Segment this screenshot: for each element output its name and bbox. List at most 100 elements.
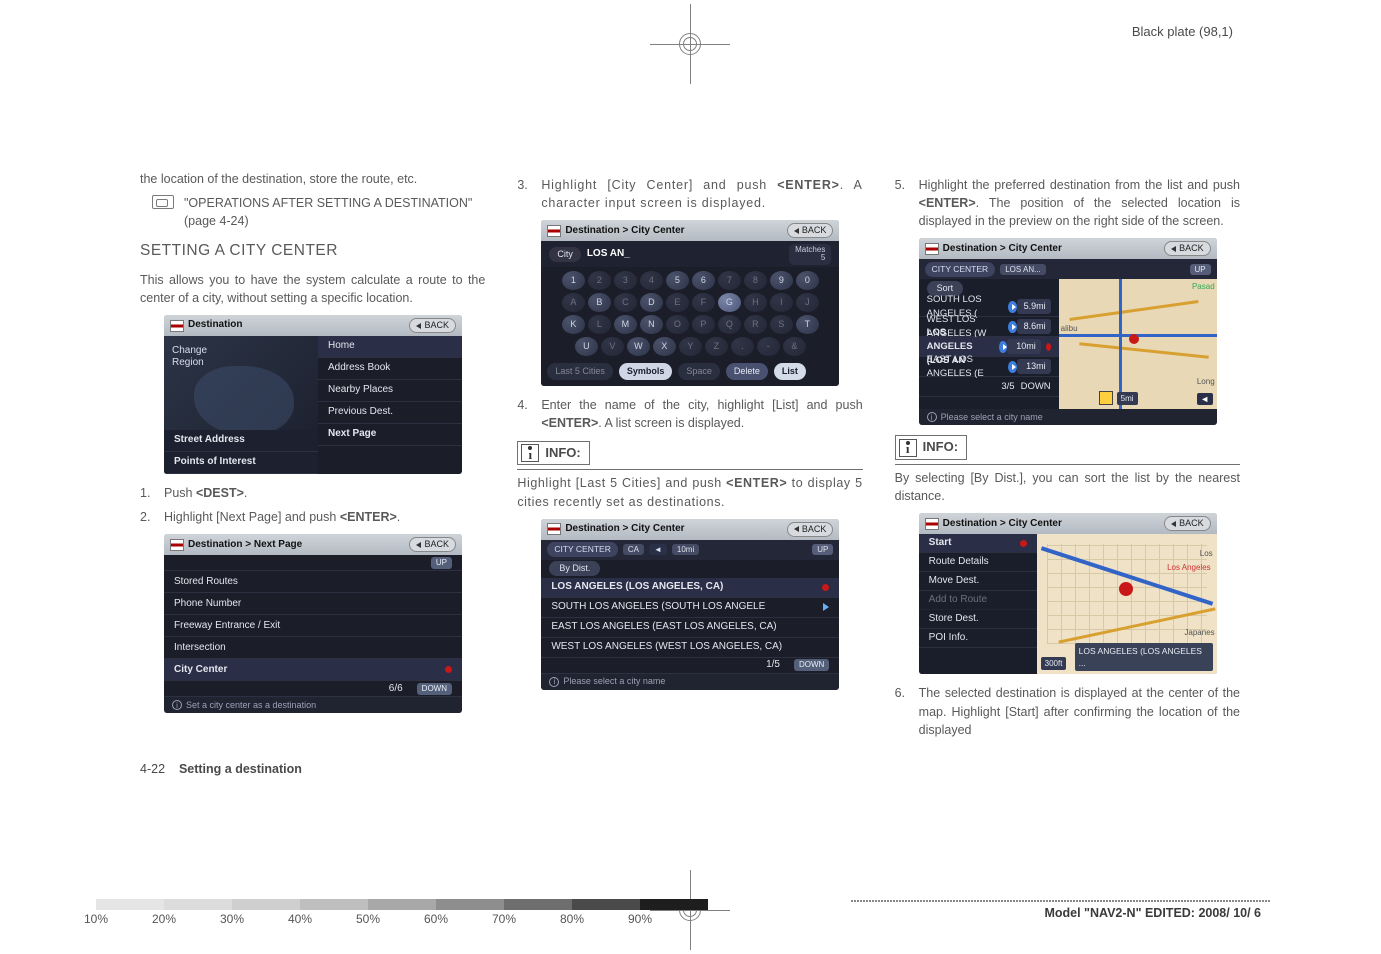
symbols-button[interactable]: Symbols [619,363,673,380]
city-row-2[interactable]: EAST LOS ANGELES (EAST LOS ANGELES, CA) [541,618,839,638]
key-Z[interactable]: Z [705,337,728,356]
back-arrow-icon[interactable]: ◄ [1197,393,1213,405]
dist-row-3[interactable]: EAST LOS ANGELES (E13mi [919,357,1059,377]
back-button[interactable]: BACK [1164,516,1211,531]
ss4-body: CITY CENTER CA ◄ 10mi UP By Dist. LOS AN… [541,540,839,674]
key-M[interactable]: M [614,315,637,334]
key-T[interactable]: T [796,315,819,334]
location-banner: LOS ANGELES (LOS ANGELES ... [1075,643,1213,672]
key-P[interactable]: P [692,315,715,334]
nearby-places-item[interactable]: Nearby Places [318,380,462,402]
key-0[interactable]: 0 [796,271,819,290]
back-button[interactable]: BACK [787,223,834,238]
info-rule-2 [895,464,1240,465]
delete-button[interactable]: Delete [726,363,768,380]
next-page-item[interactable]: Next Page [318,424,462,446]
key-K[interactable]: K [562,315,585,334]
cc-pill: CITY CENTER [925,262,996,276]
intersection-item[interactable]: Intersection [164,637,462,659]
last-5-cities-button[interactable]: Last 5 Cities [547,363,613,380]
key-8[interactable]: 8 [744,271,767,290]
back-button[interactable]: BACK [409,537,456,552]
key-9[interactable]: 9 [770,271,793,290]
previous-dest-item[interactable]: Previous Dest. [318,402,462,424]
home-item[interactable]: Home [318,336,462,358]
key-U[interactable]: U [575,337,598,356]
key-L[interactable]: L [588,315,611,334]
selection-dot-icon [1046,343,1051,351]
city-row-3[interactable]: WEST LOS ANGELES (WEST LOS ANGELES, CA) [541,638,839,658]
key-D[interactable]: D [640,293,663,312]
store-dest-item[interactable]: Store Dest. [919,610,1037,629]
key-C[interactable]: C [614,293,637,312]
key-A[interactable]: A [562,293,585,312]
start-item[interactable]: Start [919,534,1037,553]
cc-pill: CITY CENTER [547,542,618,556]
key-6[interactable]: 6 [692,271,715,290]
down-button[interactable]: DOWN [794,659,829,671]
city-center-item[interactable]: City Center [164,659,462,681]
space-button[interactable]: Space [678,363,720,380]
key-Q[interactable]: Q [718,315,741,334]
poi-item[interactable]: Points of Interest [164,452,318,474]
key-Y[interactable]: Y [679,337,702,356]
list-button[interactable]: List [774,363,806,380]
key-S[interactable]: S [770,315,793,334]
key-R[interactable]: R [744,315,767,334]
key-3[interactable]: 3 [614,271,637,290]
key--[interactable]: - [757,337,780,356]
key-4[interactable]: 4 [640,271,663,290]
key-W[interactable]: W [627,337,650,356]
key-N[interactable]: N [640,315,663,334]
bydist-button[interactable]: By Dist. [549,561,600,576]
ss5-map[interactable]: Pasad alibu Long 5mi ◄ [1059,279,1217,409]
back-button[interactable]: BACK [1164,241,1211,256]
play-icon [1008,361,1017,373]
key-X[interactable]: X [653,337,676,356]
down-button[interactable]: DOWN [1021,380,1051,394]
up-button[interactable]: UP [1190,264,1211,276]
address-book-item[interactable]: Address Book [318,358,462,380]
step-1: 1. Push <DEST>. [140,484,485,502]
key-B[interactable]: B [588,293,611,312]
ss3-titlebar: Destination > City Center BACK [541,220,839,241]
city-row-2-label: EAST LOS ANGELES (EAST LOS ANGELES, CA) [551,620,776,635]
key-G[interactable]: G [718,293,741,312]
street-address-item[interactable]: Street Address [164,430,318,452]
back-button[interactable]: BACK [409,318,456,333]
poi-info-item[interactable]: POI Info. [919,629,1037,648]
down-button[interactable]: DOWN [417,683,452,695]
city-row-0[interactable]: LOS ANGELES (LOS ANGELES, CA) [541,578,839,598]
key-.[interactable]: . [731,337,754,356]
stored-routes-item[interactable]: Stored Routes [164,571,462,593]
key-I[interactable]: I [770,293,793,312]
key-J[interactable]: J [796,293,819,312]
key-7[interactable]: 7 [718,271,741,290]
key-1[interactable]: 1 [562,271,585,290]
route-details-item[interactable]: Route Details [919,553,1037,572]
key-&[interactable]: & [783,337,806,356]
key-V[interactable]: V [601,337,624,356]
key-5[interactable]: 5 [666,271,689,290]
back-button[interactable]: BACK [787,522,834,537]
selection-dot-icon [1020,540,1027,547]
play-icon [999,341,1006,353]
up-button[interactable]: UP [812,544,833,556]
freeway-item[interactable]: Freeway Entrance / Exit [164,615,462,637]
city-row-1[interactable]: SOUTH LOS ANGELES (SOUTH LOS ANGELE [541,598,839,618]
ss6-map[interactable]: Los Angeles Los Japanes 300ft LOS ANGELE… [1037,534,1217,674]
key-H[interactable]: H [744,293,767,312]
ss6-menu: Start Route Details Move Dest. Add to Ro… [919,534,1037,674]
key-F[interactable]: F [692,293,715,312]
up-button[interactable]: UP [431,557,452,569]
pct-seg [232,899,300,910]
phone-number-item[interactable]: Phone Number [164,593,462,615]
key-2[interactable]: 2 [588,271,611,290]
left-arrow-button[interactable]: ◄ [649,544,667,556]
move-dest-item[interactable]: Move Dest. [919,572,1037,591]
pct-label: 80% [538,912,606,926]
key-E[interactable]: E [666,293,689,312]
ss1-map-region[interactable]: Change Region Street Address Points of I… [164,336,318,474]
key-O[interactable]: O [666,315,689,334]
city-input[interactable]: LOS AN_ [587,247,630,262]
